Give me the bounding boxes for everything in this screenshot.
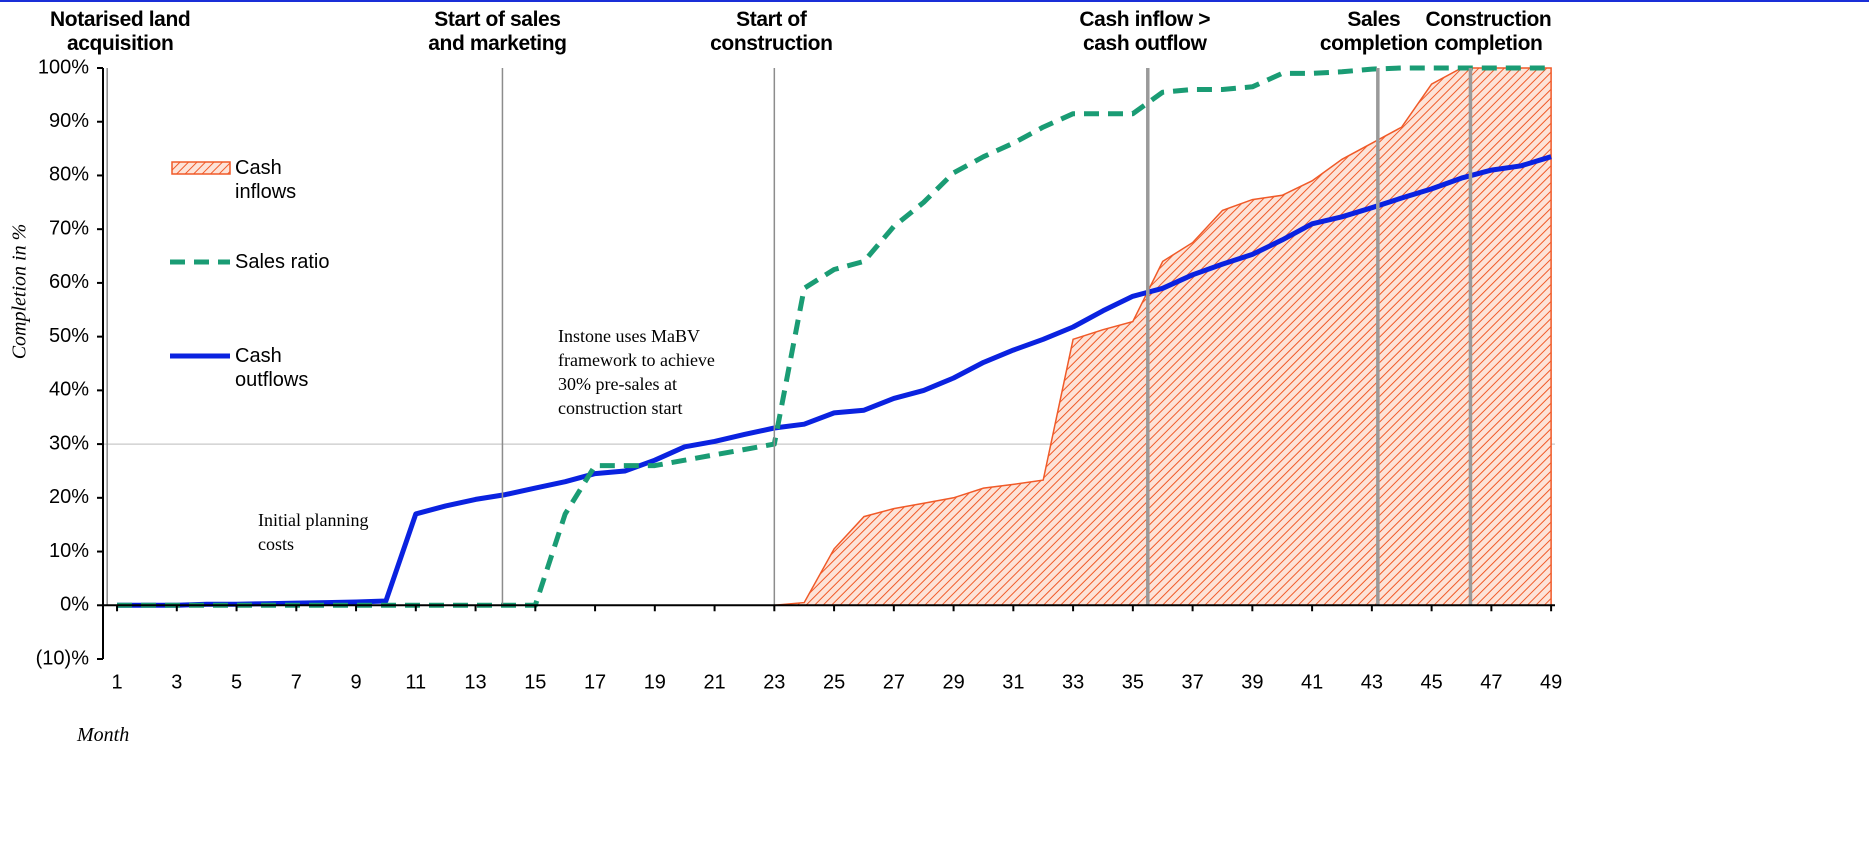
y-axis-title: Completion in % (8, 223, 31, 360)
x-tick-label: 41 (1301, 671, 1323, 693)
y-tick-label: 10% (49, 540, 89, 562)
event-label: Construction completion (1425, 8, 1552, 55)
x-tick-label: 23 (763, 671, 785, 693)
event-label: Start of construction (710, 8, 833, 55)
annotation: Initial planning costs (258, 510, 369, 554)
x-tick-label: 47 (1480, 671, 1502, 693)
line (117, 65, 1552, 608)
y-tick-label: 50% (49, 325, 89, 347)
legend-label: Sales ratio (235, 251, 330, 273)
y-tick-label: 60% (49, 271, 89, 293)
y-tick-label: 30% (49, 432, 89, 454)
x-tick-label: 45 (1420, 671, 1442, 693)
y-tick-label: (10)% (36, 647, 90, 669)
y-tick-label: 90% (49, 110, 89, 132)
x-tick-label: 1 (111, 671, 122, 693)
x-tick-label: 43 (1361, 671, 1383, 693)
y-tick-label: 0% (60, 594, 89, 616)
y-tick-label: 40% (49, 379, 89, 401)
x-tick-label: 19 (644, 671, 666, 693)
event-label: Start of sales and marketing (428, 8, 567, 55)
x-tick-label: 11 (405, 671, 426, 693)
legend-label: Cash outflows (235, 345, 309, 391)
x-tick-label: 3 (171, 671, 182, 693)
x-tick-label: 21 (703, 671, 725, 693)
y-tick-label: 20% (49, 486, 89, 508)
legend-label: Cash inflows (235, 157, 297, 203)
x-tick-label: 5 (231, 671, 242, 693)
x-tick-label: 31 (1002, 671, 1024, 693)
x-tick-label: 17 (584, 671, 606, 693)
x-tick-label: 27 (883, 671, 905, 693)
x-tick-label: 13 (464, 671, 486, 693)
y-tick-label: 70% (49, 217, 89, 239)
x-tick-label: 9 (350, 671, 361, 693)
y-tick-label: 80% (49, 164, 89, 186)
x-tick-label: 39 (1241, 671, 1263, 693)
annotation: Instone uses MaBV framework to achieve 3… (558, 326, 715, 418)
event-label: Cash inflow > cash outflow (1079, 8, 1211, 55)
x-tick-label: 35 (1122, 671, 1144, 693)
x-axis-title: Month (77, 724, 130, 746)
x-tick-label: 15 (524, 671, 546, 693)
event-label: Sales completion (1319, 8, 1428, 55)
legend-swatch (171, 161, 231, 175)
x-tick-label: 7 (291, 671, 302, 693)
line (117, 154, 1552, 608)
x-tick-label: 37 (1181, 671, 1203, 693)
event-label: Notarised land acquisition (50, 8, 191, 55)
x-tick-label: 33 (1062, 671, 1084, 693)
x-tick-label: 29 (942, 671, 964, 693)
x-tick-label: 25 (823, 671, 845, 693)
x-tick-label: 49 (1540, 671, 1562, 693)
y-tick-label: 100% (38, 56, 89, 78)
